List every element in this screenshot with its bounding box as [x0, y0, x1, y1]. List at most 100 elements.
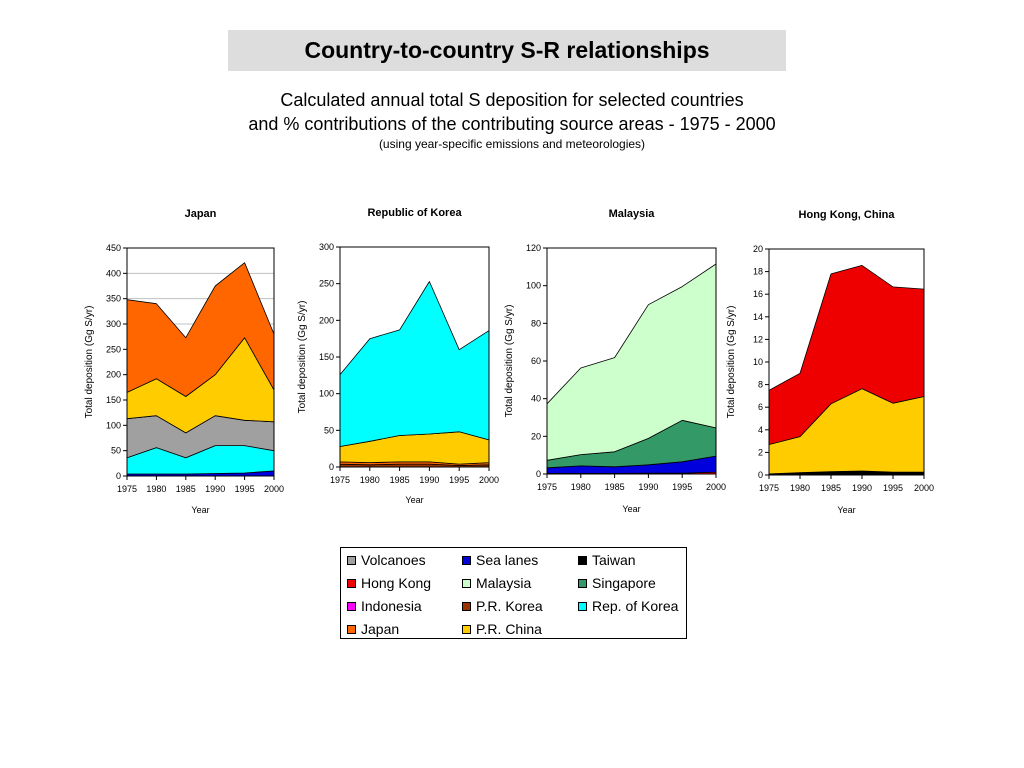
chart-title: Japan	[185, 208, 217, 220]
x-tick-label: 1975	[330, 475, 350, 485]
x-axis-label: Year	[405, 495, 423, 505]
legend-item-malaysia: Malaysia	[462, 575, 531, 591]
y-tick-label: 50	[111, 446, 121, 456]
y-tick-label: 50	[324, 425, 334, 435]
y-tick-label: 60	[531, 356, 541, 366]
y-tick-label: 12	[753, 334, 763, 344]
legend-item-singapore: Singapore	[578, 575, 656, 591]
x-tick-label: 1995	[883, 483, 903, 493]
y-tick-label: 16	[753, 289, 763, 299]
x-tick-label: 1995	[672, 482, 692, 492]
y-tick-label: 200	[106, 370, 121, 380]
x-tick-label: 1985	[390, 475, 410, 485]
x-tick-label: 2000	[479, 475, 499, 485]
x-tick-label: 1985	[605, 482, 625, 492]
legend-swatch	[578, 578, 587, 588]
chart-title: Republic of Korea	[367, 207, 462, 219]
legend-swatch	[347, 555, 356, 565]
y-tick-label: 0	[116, 471, 121, 481]
subtitle-line-2: and % contributions of the contributing …	[248, 114, 776, 134]
japan-chart: Japan 0 50 100 150 200 250 300 350 400 450 1975 1980…	[84, 208, 284, 515]
legend-swatch	[578, 555, 587, 565]
y-tick-label: 6	[758, 402, 763, 412]
x-tick-label: 2000	[264, 484, 284, 494]
legend-label: Sea lanes	[476, 552, 539, 568]
y-tick-label: 0	[758, 470, 763, 480]
malaysia-chart: Malaysia 0 20 40 60 80 100 120 1975 1980 1985 1990 1…	[504, 208, 726, 514]
x-axis-label: Year	[837, 505, 855, 515]
legend-item-taiwan: Taiwan	[578, 552, 636, 568]
legend-item-japan: Japan	[347, 621, 399, 637]
x-tick-label: 1985	[176, 484, 196, 494]
x-tick-label: 1990	[638, 482, 658, 492]
y-tick-label: 300	[319, 242, 334, 252]
y-tick-label: 80	[531, 318, 541, 328]
x-tick-label: 1990	[419, 475, 439, 485]
legend-swatch	[347, 624, 356, 634]
y-tick-label: 450	[106, 243, 121, 253]
x-tick-label: 1980	[360, 475, 380, 485]
y-tick-label: 18	[753, 267, 763, 277]
legend-swatch	[347, 601, 356, 611]
legend-label: Indonesia	[361, 598, 422, 614]
y-tick-label: 0	[329, 462, 334, 472]
x-tick-label: 1985	[821, 483, 841, 493]
x-tick-label: 1995	[449, 475, 469, 485]
legend-swatch	[578, 601, 587, 611]
y-tick-label: 14	[753, 312, 763, 322]
y-axis-label: Total deposition (Gg S/yr)	[726, 306, 737, 419]
y-tick-label: 120	[526, 243, 541, 253]
x-tick-label: 1995	[235, 484, 255, 494]
y-tick-label: 150	[319, 352, 334, 362]
y-tick-label: 250	[106, 344, 121, 354]
main-title: Country-to-country S-R relationships	[304, 37, 710, 63]
y-tick-label: 40	[531, 394, 541, 404]
legend-label: Hong Kong	[361, 575, 432, 591]
x-axis-label: Year	[622, 504, 640, 514]
y-tick-label: 400	[106, 268, 121, 278]
chart-title: Malaysia	[609, 208, 656, 220]
legend-item-p-r-china: P.R. China	[462, 621, 542, 637]
legend-item-rep-of-korea: Rep. of Korea	[578, 598, 678, 614]
y-tick-label: 350	[106, 294, 121, 304]
y-tick-label: 100	[526, 281, 541, 291]
x-axis-label: Year	[191, 505, 209, 515]
x-tick-label: 1980	[146, 484, 166, 494]
x-tick-label: 1990	[205, 484, 225, 494]
y-tick-label: 0	[536, 469, 541, 479]
y-axis-label: Total deposition (Gg S/yr)	[504, 305, 515, 418]
y-tick-label: 300	[106, 319, 121, 329]
legend-swatch	[462, 601, 471, 611]
legend-item-volcanoes: Volcanoes	[347, 552, 426, 568]
y-tick-label: 20	[753, 244, 763, 254]
legend: Volcanoes Sea lanes Taiwan Hong Kong Malaysi…	[340, 547, 687, 639]
x-tick-label: 1990	[852, 483, 872, 493]
legend-label: Taiwan	[592, 552, 636, 568]
y-tick-label: 200	[319, 315, 334, 325]
legend-item-p-r-korea: P.R. Korea	[462, 598, 543, 614]
legend-swatch	[462, 578, 471, 588]
y-axis-label: Total deposition (Gg S/yr)	[84, 306, 95, 419]
legend-swatch	[347, 578, 356, 588]
legend-label: Volcanoes	[361, 552, 426, 568]
rep-of-korea-chart: Republic of Korea 0 50 100 150 200 250 300 1975 1…	[297, 207, 499, 505]
legend-label: Rep. of Korea	[592, 598, 679, 614]
main-title-box: Country-to-country S-R relationships	[228, 30, 786, 71]
x-tick-label: 1975	[537, 482, 557, 492]
chart-title: Hong Kong, China	[799, 209, 896, 221]
legend-swatch	[462, 624, 471, 634]
legend-item-indonesia: Indonesia	[347, 598, 422, 614]
plot-frame	[126, 247, 275, 477]
y-tick-label: 150	[106, 395, 121, 405]
x-tick-label: 1980	[790, 483, 810, 493]
y-tick-label: 10	[753, 357, 763, 367]
y-tick-label: 250	[319, 279, 334, 289]
legend-label: P.R. Korea	[476, 598, 543, 614]
y-tick-label: 4	[758, 425, 763, 435]
y-tick-label: 8	[758, 380, 763, 390]
x-tick-label: 1975	[759, 483, 779, 493]
legend-label: Malaysia	[476, 575, 532, 591]
subtitle-line-1: Calculated annual total S deposition for…	[280, 90, 744, 110]
legend-label: Singapore	[592, 575, 656, 591]
legend-label: Japan	[361, 621, 400, 637]
